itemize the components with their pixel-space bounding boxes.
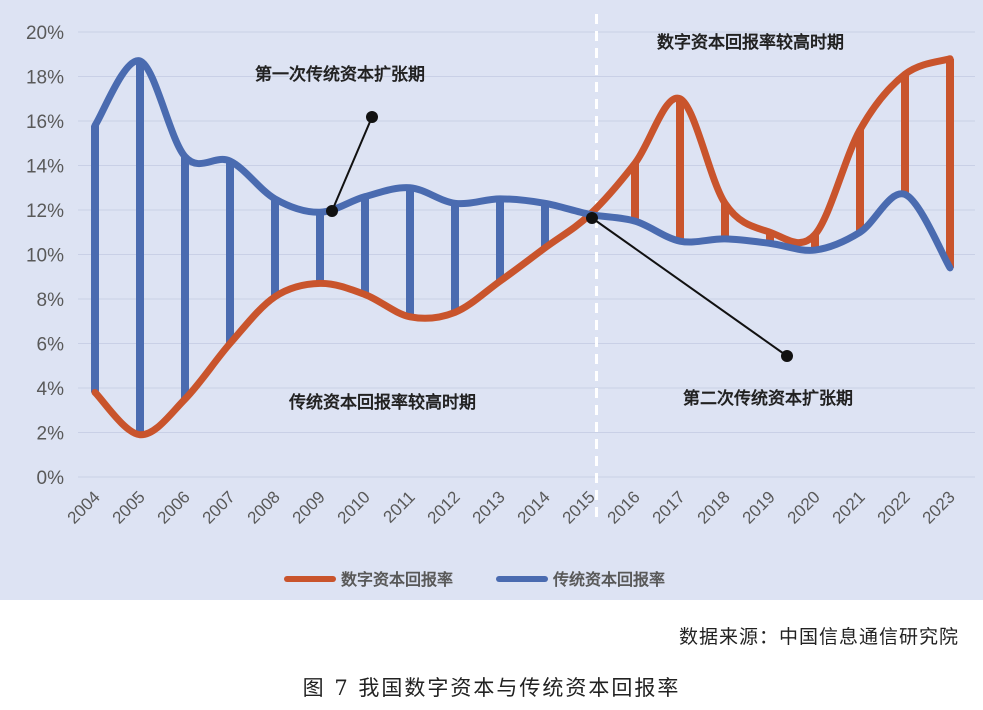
x-tick-label: 2010 [334, 487, 374, 527]
y-tick-label: 16% [26, 112, 64, 133]
x-tick-label: 2020 [784, 487, 824, 527]
x-tick-label: 2022 [874, 487, 914, 527]
y-tick-labels: 0% 2% 4% 6% 8% 10% 12% 14% 16% 18% 20% [26, 23, 64, 489]
return-rate-chart: 0%2%4%6%8%10%12%14%16%18%20% 2004 2005 200… [26, 14, 975, 589]
series-line-traditional [91, 57, 954, 272]
legend: 数字资本回报率 传统资本回报率 [284, 570, 665, 589]
callout-lines [326, 111, 793, 362]
x-tick-label: 2015 [559, 487, 599, 527]
y-tick-label: 6% [37, 335, 65, 356]
callout-first-expansion-dot [326, 205, 338, 217]
annotation-first-expansion: 第一次传统资本扩张期 [255, 64, 425, 85]
x-tick-label: 2011 [380, 487, 419, 526]
y-tick-label: 0% [37, 468, 65, 489]
x-tick-label: 2023 [919, 487, 959, 527]
y-tick-label: 10% [26, 246, 64, 267]
y-tick-label: 18% [26, 68, 64, 89]
callout-second-expansion-dot [586, 212, 598, 224]
x-tick-label: 2018 [694, 487, 734, 527]
x-tick-labels: 2004 2005 2006 2007 2008 2009 2010 2011 2012 2013… [64, 487, 959, 527]
difference-bars [91, 58, 954, 435]
annotation-traditional-high: 传统资本回报率较高时期 [288, 392, 476, 413]
y-tick-label: 12% [26, 201, 64, 222]
callout-first-expansion-dot [366, 111, 378, 123]
x-tick-label: 2007 [199, 487, 239, 527]
x-tick-label: 2008 [244, 487, 284, 527]
y-tick-label: 4% [37, 379, 65, 400]
legend-label-digital: 数字资本回报率 [341, 570, 453, 589]
series-line-digital [91, 55, 954, 439]
y-gridlines [78, 31, 975, 478]
x-tick-label: 2021 [829, 487, 869, 527]
y-tick-label: 2% [37, 424, 65, 445]
series-lines [91, 55, 954, 439]
x-tick-label: 2016 [604, 487, 644, 527]
x-tick-label: 2019 [739, 487, 779, 527]
x-tick-label: 2004 [64, 487, 104, 527]
x-tick-label: 2009 [289, 487, 329, 527]
y-tick-label: 14% [26, 157, 64, 178]
annotation-second-expansion: 第二次传统资本扩张期 [683, 388, 853, 409]
y-tick-label: 8% [37, 290, 65, 311]
annotation-digital-high: 数字资本回报率较高时期 [657, 32, 844, 53]
x-tick-label: 2014 [514, 487, 554, 527]
legend-label-traditional: 传统资本回报率 [552, 570, 665, 589]
callout-second-expansion-line [591, 217, 788, 357]
callout-second-expansion-dot [781, 350, 793, 362]
x-tick-label: 2012 [424, 487, 464, 527]
figure-caption: 图 7 我国数字资本与传统资本回报率 [302, 676, 681, 700]
chart-area: 0% 2% 4% 6% 8% 10% 12% 14% 16% 18% 20% 2004 2005 200… [0, 0, 983, 600]
data-source: 数据来源：中国信息通信研究院 [678, 626, 959, 648]
x-tick-label: 2005 [109, 487, 149, 527]
callout-first-expansion-line [331, 116, 373, 212]
x-tick-label: 2017 [649, 487, 689, 527]
x-tick-label: 2013 [469, 487, 509, 527]
x-tick-label: 2006 [154, 487, 194, 527]
y-tick-label: 20% [26, 23, 64, 44]
